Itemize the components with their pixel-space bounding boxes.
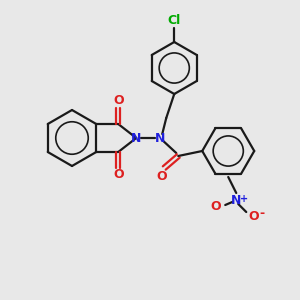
Text: N: N (131, 131, 141, 145)
Text: O: O (113, 94, 124, 107)
Text: N: N (231, 194, 242, 208)
Text: O: O (156, 169, 166, 182)
Text: N: N (155, 131, 165, 145)
Text: O: O (113, 169, 124, 182)
Text: O: O (210, 200, 220, 212)
Text: O: O (248, 209, 259, 223)
Text: +: + (240, 194, 248, 204)
Text: Cl: Cl (168, 14, 181, 26)
Text: -: - (260, 206, 265, 220)
